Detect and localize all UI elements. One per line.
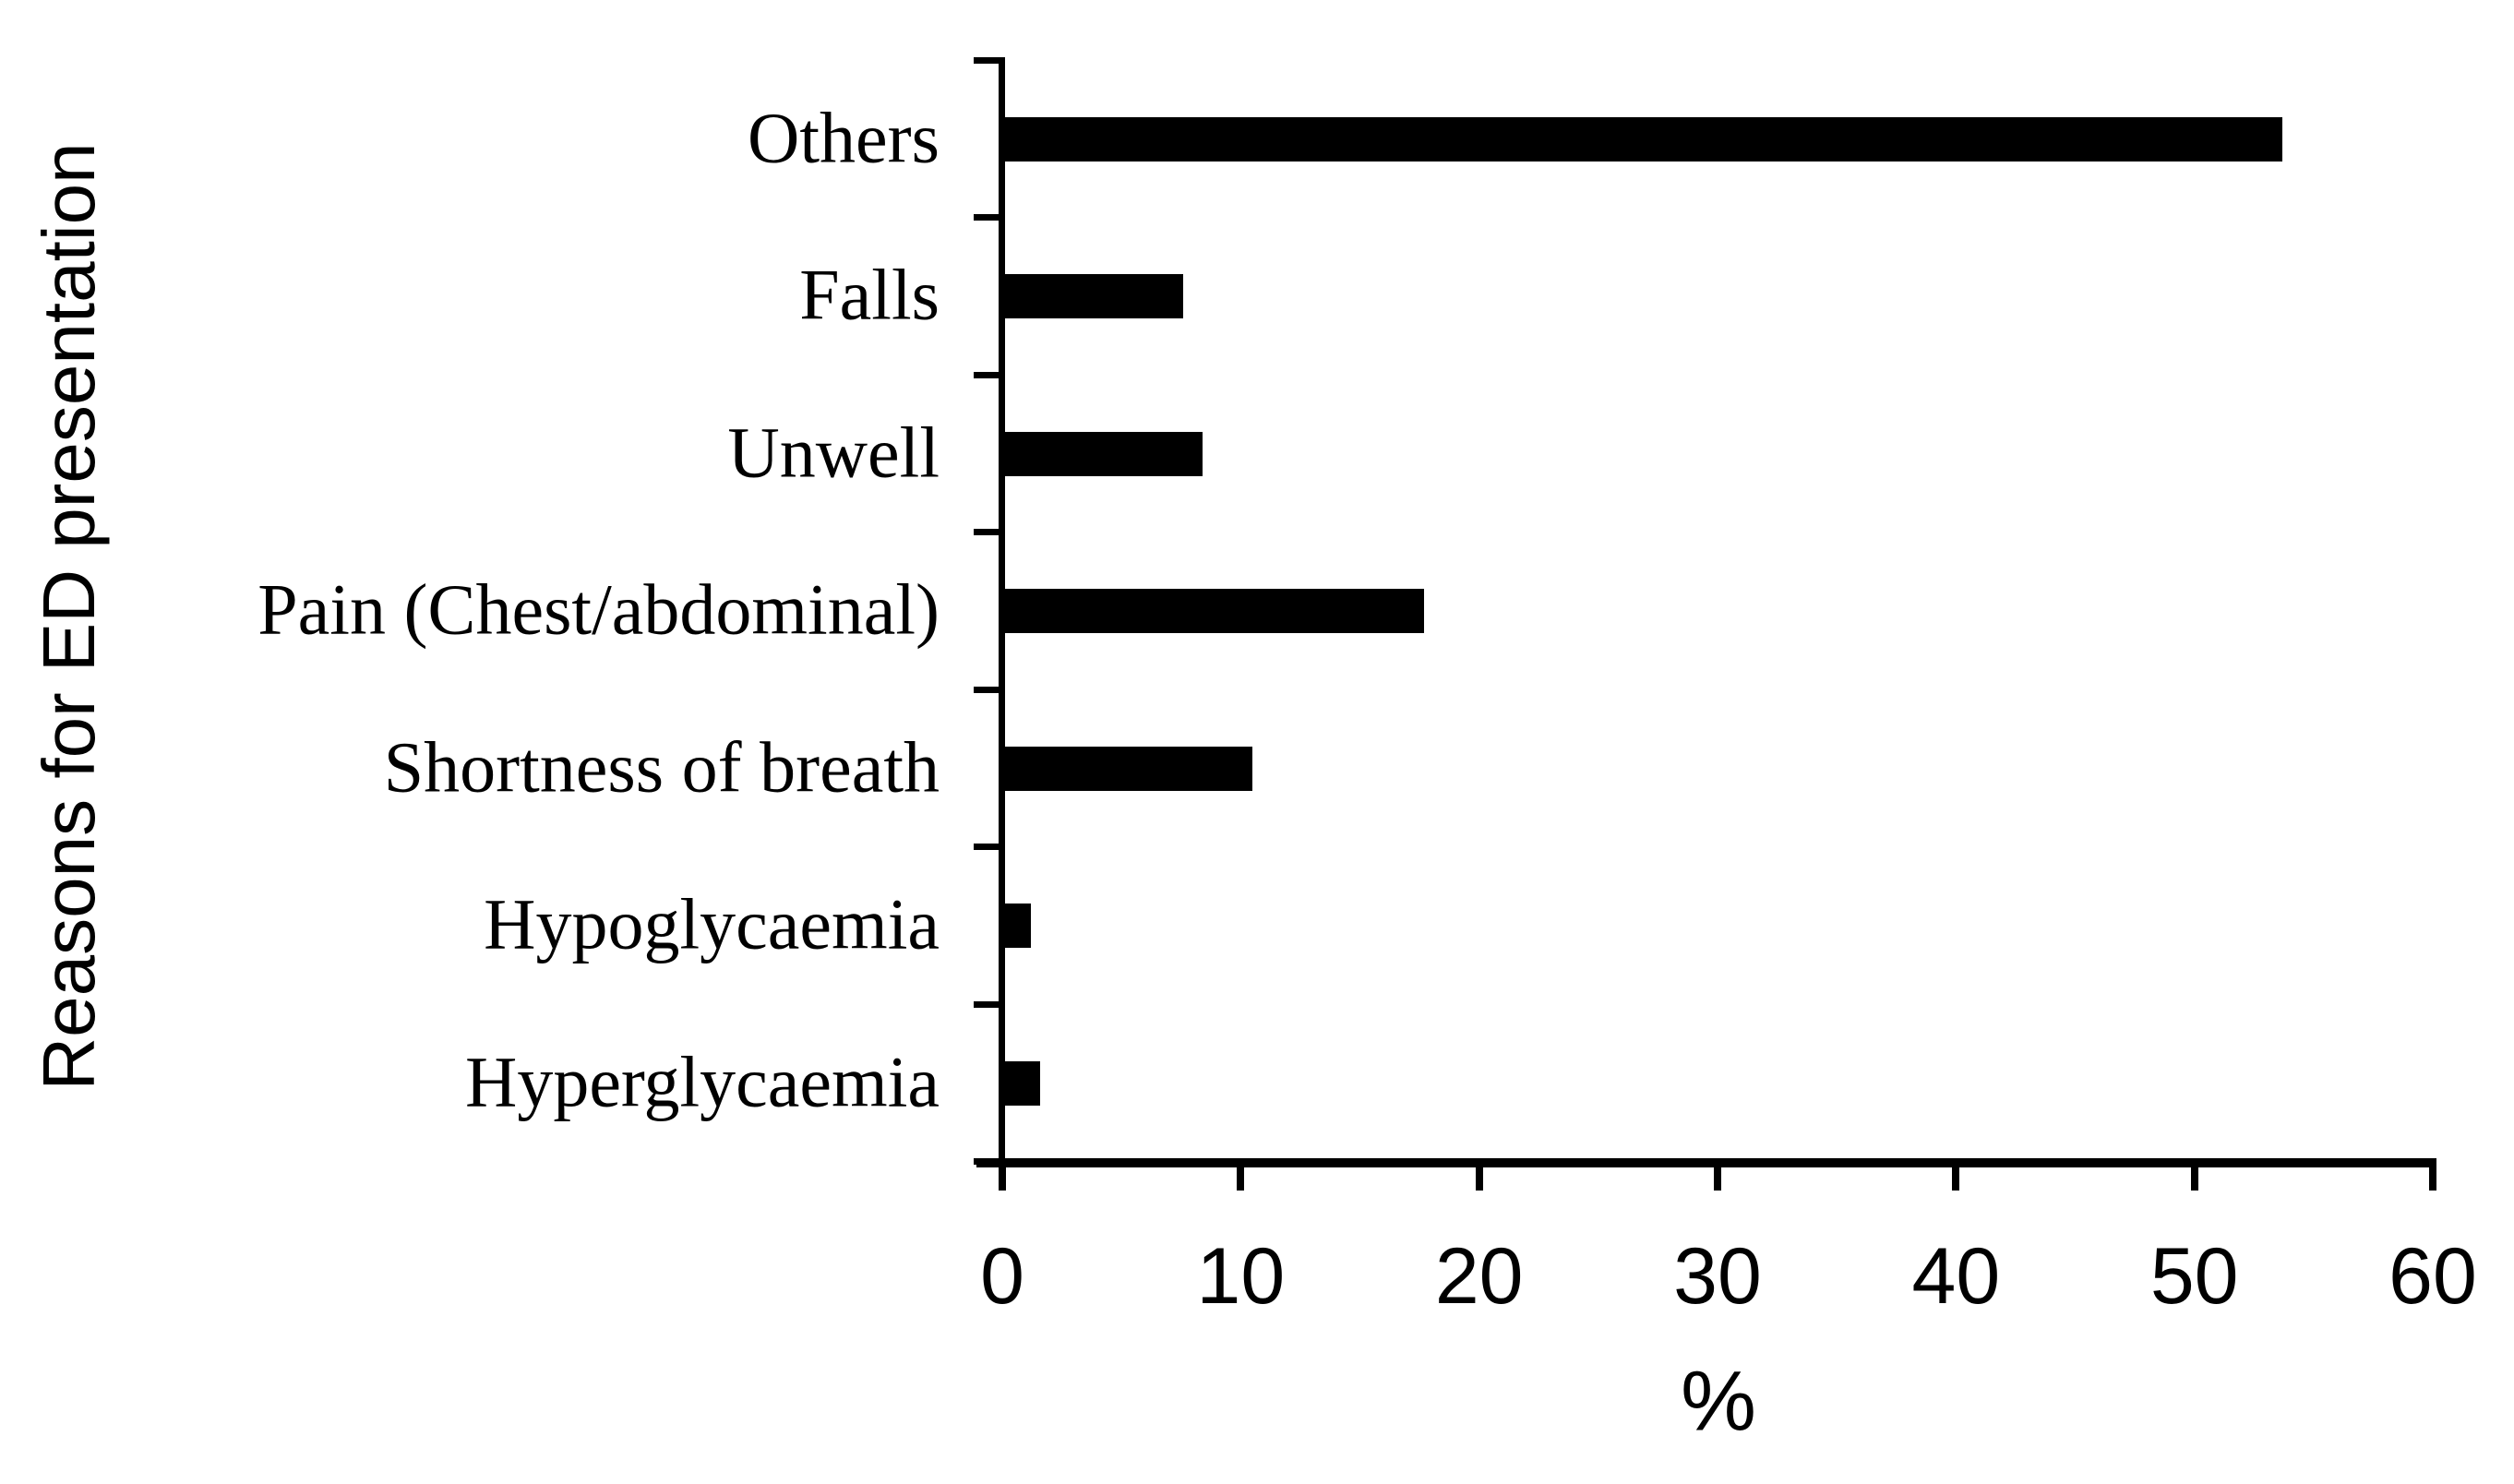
y-tick — [974, 56, 1002, 64]
y-tick — [974, 214, 1002, 221]
bar — [1002, 431, 1203, 476]
x-tick — [2429, 1158, 2436, 1191]
bar — [1002, 746, 1253, 791]
category-label: Shortness of breath — [383, 726, 940, 808]
y-tick — [974, 844, 1002, 851]
bar — [1002, 274, 1184, 319]
category-label: Hypoglycaemia — [484, 883, 940, 964]
x-tick — [1714, 1158, 1721, 1191]
x-tick-label: 20 — [1434, 1232, 1524, 1321]
x-tick-label: 30 — [1673, 1232, 1762, 1321]
y-tick — [974, 1158, 1002, 1166]
bar — [1002, 589, 1425, 634]
x-tick — [1237, 1158, 1245, 1191]
x-axis-line — [976, 1158, 2436, 1167]
x-tick-label: 40 — [1911, 1232, 2001, 1321]
category-label: Falls — [799, 254, 940, 335]
y-tick — [974, 1000, 1002, 1008]
x-tick-label: 10 — [1196, 1232, 1286, 1321]
category-label: Pain (Chest/abdominal) — [257, 568, 940, 650]
x-tick-label: 0 — [980, 1232, 1024, 1321]
bar — [1002, 904, 1031, 949]
x-tick — [1952, 1158, 1960, 1191]
bar — [1002, 116, 2283, 162]
y-axis-line — [999, 57, 1005, 1167]
x-tick-label: 50 — [2149, 1232, 2239, 1321]
x-axis-label: % — [1681, 1354, 1756, 1449]
x-tick — [1475, 1158, 1483, 1191]
category-label: Hyperglycaemia — [464, 1041, 940, 1122]
bar — [1002, 1060, 1041, 1106]
x-tick — [2190, 1158, 2198, 1191]
category-label: Unwell — [727, 412, 940, 493]
x-tick — [999, 1158, 1006, 1191]
y-tick — [974, 371, 1002, 378]
y-tick — [974, 529, 1002, 536]
y-tick — [974, 686, 1002, 693]
category-label: Others — [748, 97, 940, 178]
x-tick-label: 60 — [2388, 1232, 2477, 1321]
